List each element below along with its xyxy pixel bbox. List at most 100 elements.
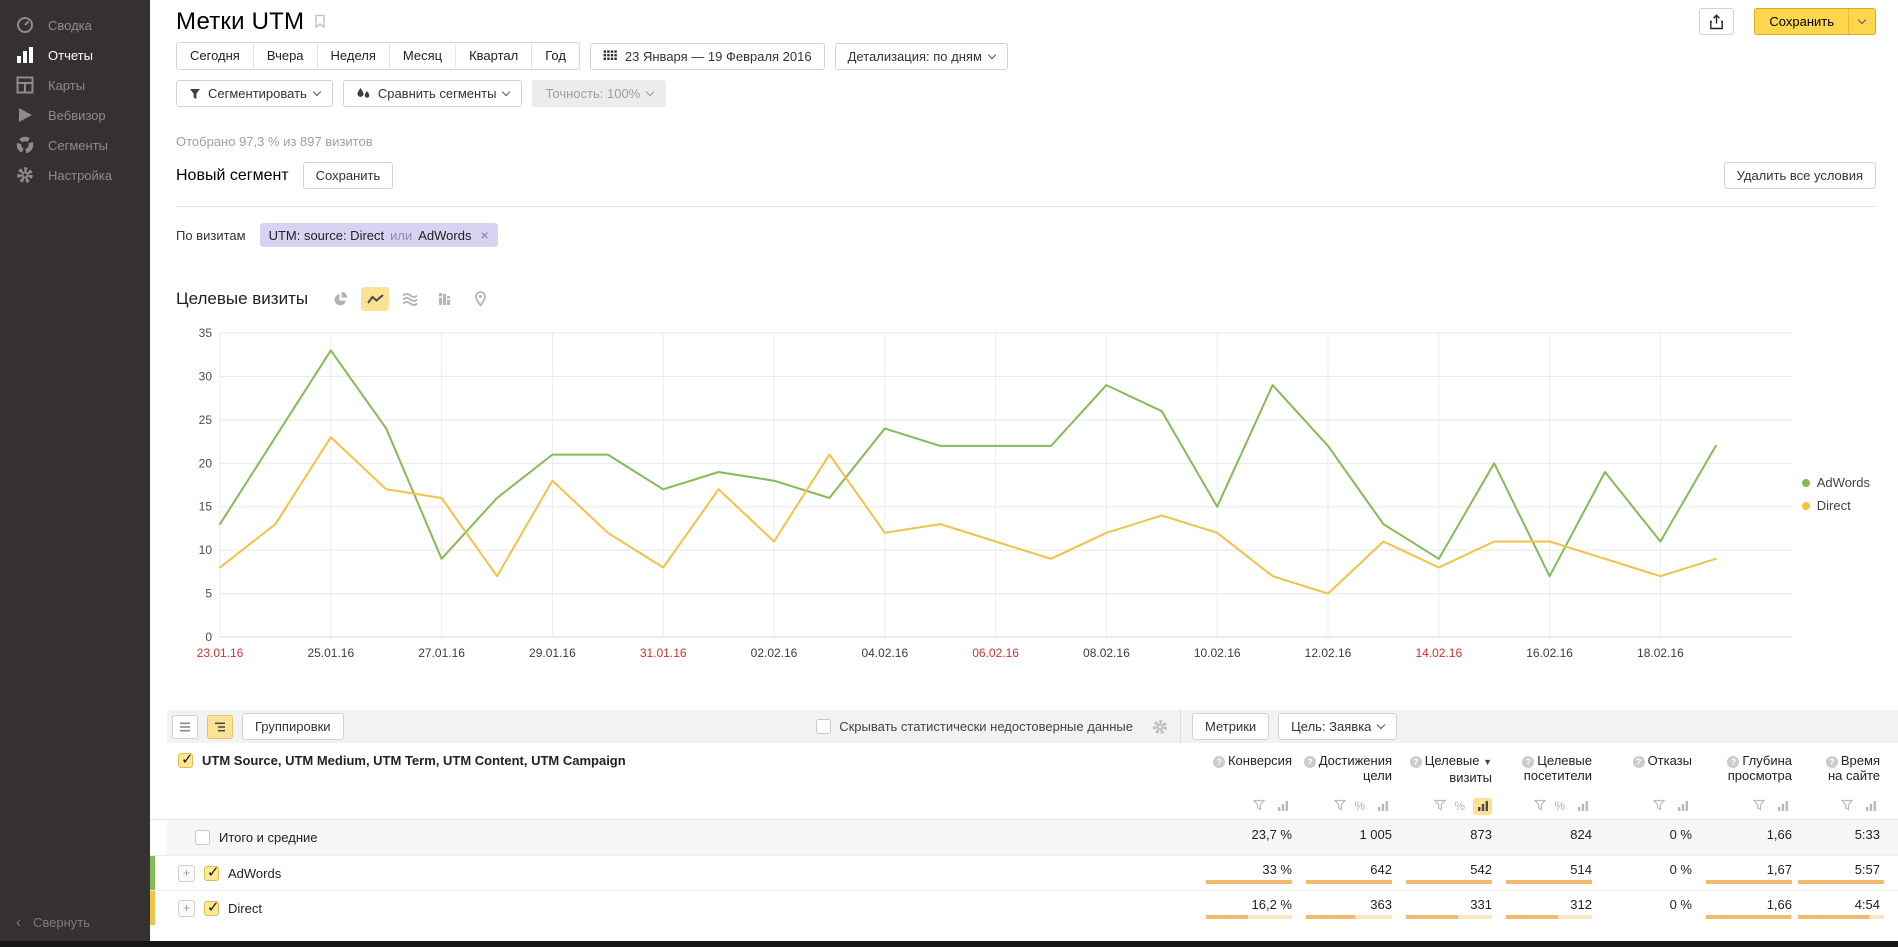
sidebar-collapse-button[interactable]: ‹ Свернуть [16, 914, 90, 931]
column-header[interactable]: ? Отказы [1598, 753, 1698, 785]
column-header[interactable]: ? Время на сайте [1798, 753, 1898, 785]
metric-value-cell: 33 % [1198, 862, 1298, 884]
bar-display-icon[interactable] [1473, 797, 1492, 815]
expand-row-button[interactable]: + [178, 864, 195, 882]
filter-funnel-icon[interactable] [1534, 799, 1547, 814]
sidebar-item-reports[interactable]: Отчеты [0, 40, 150, 70]
segment-condition-tag[interactable]: UTM: source: Direct или AdWords × [259, 223, 498, 247]
goal-selector[interactable]: Цель: Заявка [1278, 713, 1398, 740]
filter-funnel-icon[interactable] [1334, 799, 1347, 814]
save-dropdown-button[interactable] [1848, 9, 1875, 34]
filter-funnel-icon[interactable] [1434, 799, 1447, 814]
new-segment-row: Новый сегмент Сохранить Удалить все усло… [176, 162, 1876, 189]
date-range-button[interactable]: 23 Января — 19 Февраля 2016 [589, 42, 825, 70]
period-tab[interactable]: Вчера [254, 43, 318, 69]
percent-filter-icon[interactable]: % [1554, 799, 1565, 813]
bar-display-icon[interactable] [1273, 798, 1292, 815]
filter-funnel-icon[interactable] [1252, 799, 1266, 814]
bookmark-icon[interactable] [314, 14, 326, 32]
export-icon [1710, 13, 1724, 29]
legend-item-adwords[interactable]: AdWords [1801, 475, 1870, 490]
bar-display-icon[interactable] [1373, 798, 1392, 815]
row-label: Итого и средние [219, 830, 318, 845]
column-header[interactable]: ? Целевые посетители [1498, 753, 1598, 785]
sidebar-item-summary[interactable]: Сводка [0, 10, 150, 40]
segment-button[interactable]: Сегментировать [176, 80, 333, 107]
svg-text:10.02.16: 10.02.16 [1194, 646, 1241, 660]
filter-funnel-icon[interactable] [1652, 799, 1666, 814]
sidebar-item-settings[interactable]: Настройка [0, 160, 150, 190]
row-checkbox[interactable] [204, 898, 220, 916]
bar-display-icon[interactable] [1673, 798, 1692, 815]
reports-icon [15, 46, 35, 64]
compare-segments-button[interactable]: Сравнить сегменты [342, 80, 523, 107]
help-icon[interactable]: ? [1212, 756, 1225, 768]
metric-value-cell: 16,2 % [1198, 897, 1298, 919]
legend-label: AdWords [1816, 475, 1870, 490]
sidebar-item-maps[interactable]: Карты [0, 70, 150, 100]
tree-view-toggle[interactable] [207, 714, 233, 739]
segment-save-button[interactable]: Сохранить [302, 162, 394, 189]
chevron-down-icon [987, 50, 997, 59]
legend-item-direct[interactable]: Direct [1801, 498, 1870, 513]
summary-icon [15, 16, 35, 34]
chart-type-stacked-toggle[interactable] [396, 287, 424, 311]
period-tab[interactable]: Неделя [318, 43, 390, 69]
metric-value: 0 % [1669, 826, 1692, 842]
filter-funnel-icon[interactable] [1752, 799, 1766, 814]
chart-type-columns-toggle[interactable] [431, 287, 459, 311]
bar-display-icon[interactable] [1573, 798, 1592, 815]
settings-icon [15, 166, 35, 184]
maps-icon [15, 76, 35, 94]
chart-type-map-toggle[interactable] [466, 287, 494, 311]
column-header[interactable]: ? Конверсия [1198, 753, 1298, 785]
help-icon[interactable]: ? [1825, 756, 1838, 768]
export-button[interactable] [1699, 8, 1735, 35]
svg-text:25: 25 [199, 413, 213, 427]
accuracy-dropdown[interactable]: Точность: 100% [532, 80, 667, 107]
save-button[interactable]: Сохранить [1755, 9, 1848, 34]
dimension-checkbox[interactable] [178, 750, 194, 768]
metrics-button[interactable]: Метрики [1192, 713, 1270, 740]
column-header[interactable]: ? Достижения цели [1298, 753, 1398, 785]
metric-value-cell: 0 % [1598, 827, 1698, 849]
save-split-button: Сохранить [1754, 8, 1876, 35]
period-tab[interactable]: Год [545, 48, 566, 63]
expand-row-button[interactable]: + [178, 899, 195, 917]
period-tab[interactable]: Сегодня [177, 43, 254, 69]
webvisor-icon [15, 106, 35, 124]
help-icon[interactable]: ? [1303, 756, 1316, 768]
line-chart: 0 5 10 15 20 25 30 35 23.01.16 25.01.16 27.01.16 29… [176, 325, 1876, 666]
column-header[interactable]: ? Целевые ▼ визиты [1398, 753, 1498, 785]
help-icon[interactable]: ? [1409, 756, 1422, 768]
row-checkbox[interactable] [204, 863, 220, 881]
filter-funnel-icon[interactable] [1840, 799, 1854, 814]
table-settings-button[interactable] [1152, 719, 1180, 735]
hide-unreliable-checkbox[interactable] [816, 719, 832, 734]
groupings-button[interactable]: Группировки [242, 713, 344, 740]
percent-filter-icon[interactable]: % [1454, 799, 1465, 813]
bar-display-icon[interactable] [1861, 798, 1880, 815]
remove-condition-icon[interactable]: × [480, 227, 489, 243]
sidebar-item-segments[interactable]: Сегменты [0, 130, 150, 160]
list-view-toggle[interactable] [172, 714, 198, 739]
percent-filter-icon[interactable]: % [1354, 799, 1365, 813]
clear-conditions-button[interactable]: Удалить все условия [1723, 162, 1876, 189]
chart-title: Целевые визиты [176, 289, 309, 308]
metric-value-cell: 5:33 [1798, 827, 1898, 849]
detalization-dropdown[interactable]: Детализация: по дням [834, 42, 1008, 70]
row-checkbox[interactable] [195, 830, 210, 845]
period-tab[interactable]: Квартал [456, 43, 533, 69]
period-tab[interactable]: Месяц [390, 43, 457, 69]
chart-type-pie-toggle[interactable] [326, 287, 354, 311]
chart-type-line-toggle[interactable] [361, 287, 390, 311]
help-icon[interactable]: ? [1727, 756, 1740, 768]
help-icon[interactable]: ? [1632, 756, 1645, 768]
bar-display-icon[interactable] [1773, 798, 1792, 815]
column-header[interactable]: ? Глубина просмотра [1698, 753, 1798, 785]
value-bar [1206, 880, 1292, 884]
sidebar-item-webvisor[interactable]: Вебвизор [0, 100, 150, 130]
metric-value-cell: 23,7 % [1198, 827, 1298, 849]
funnel-icon [190, 88, 200, 99]
help-icon[interactable]: ? [1522, 756, 1535, 768]
